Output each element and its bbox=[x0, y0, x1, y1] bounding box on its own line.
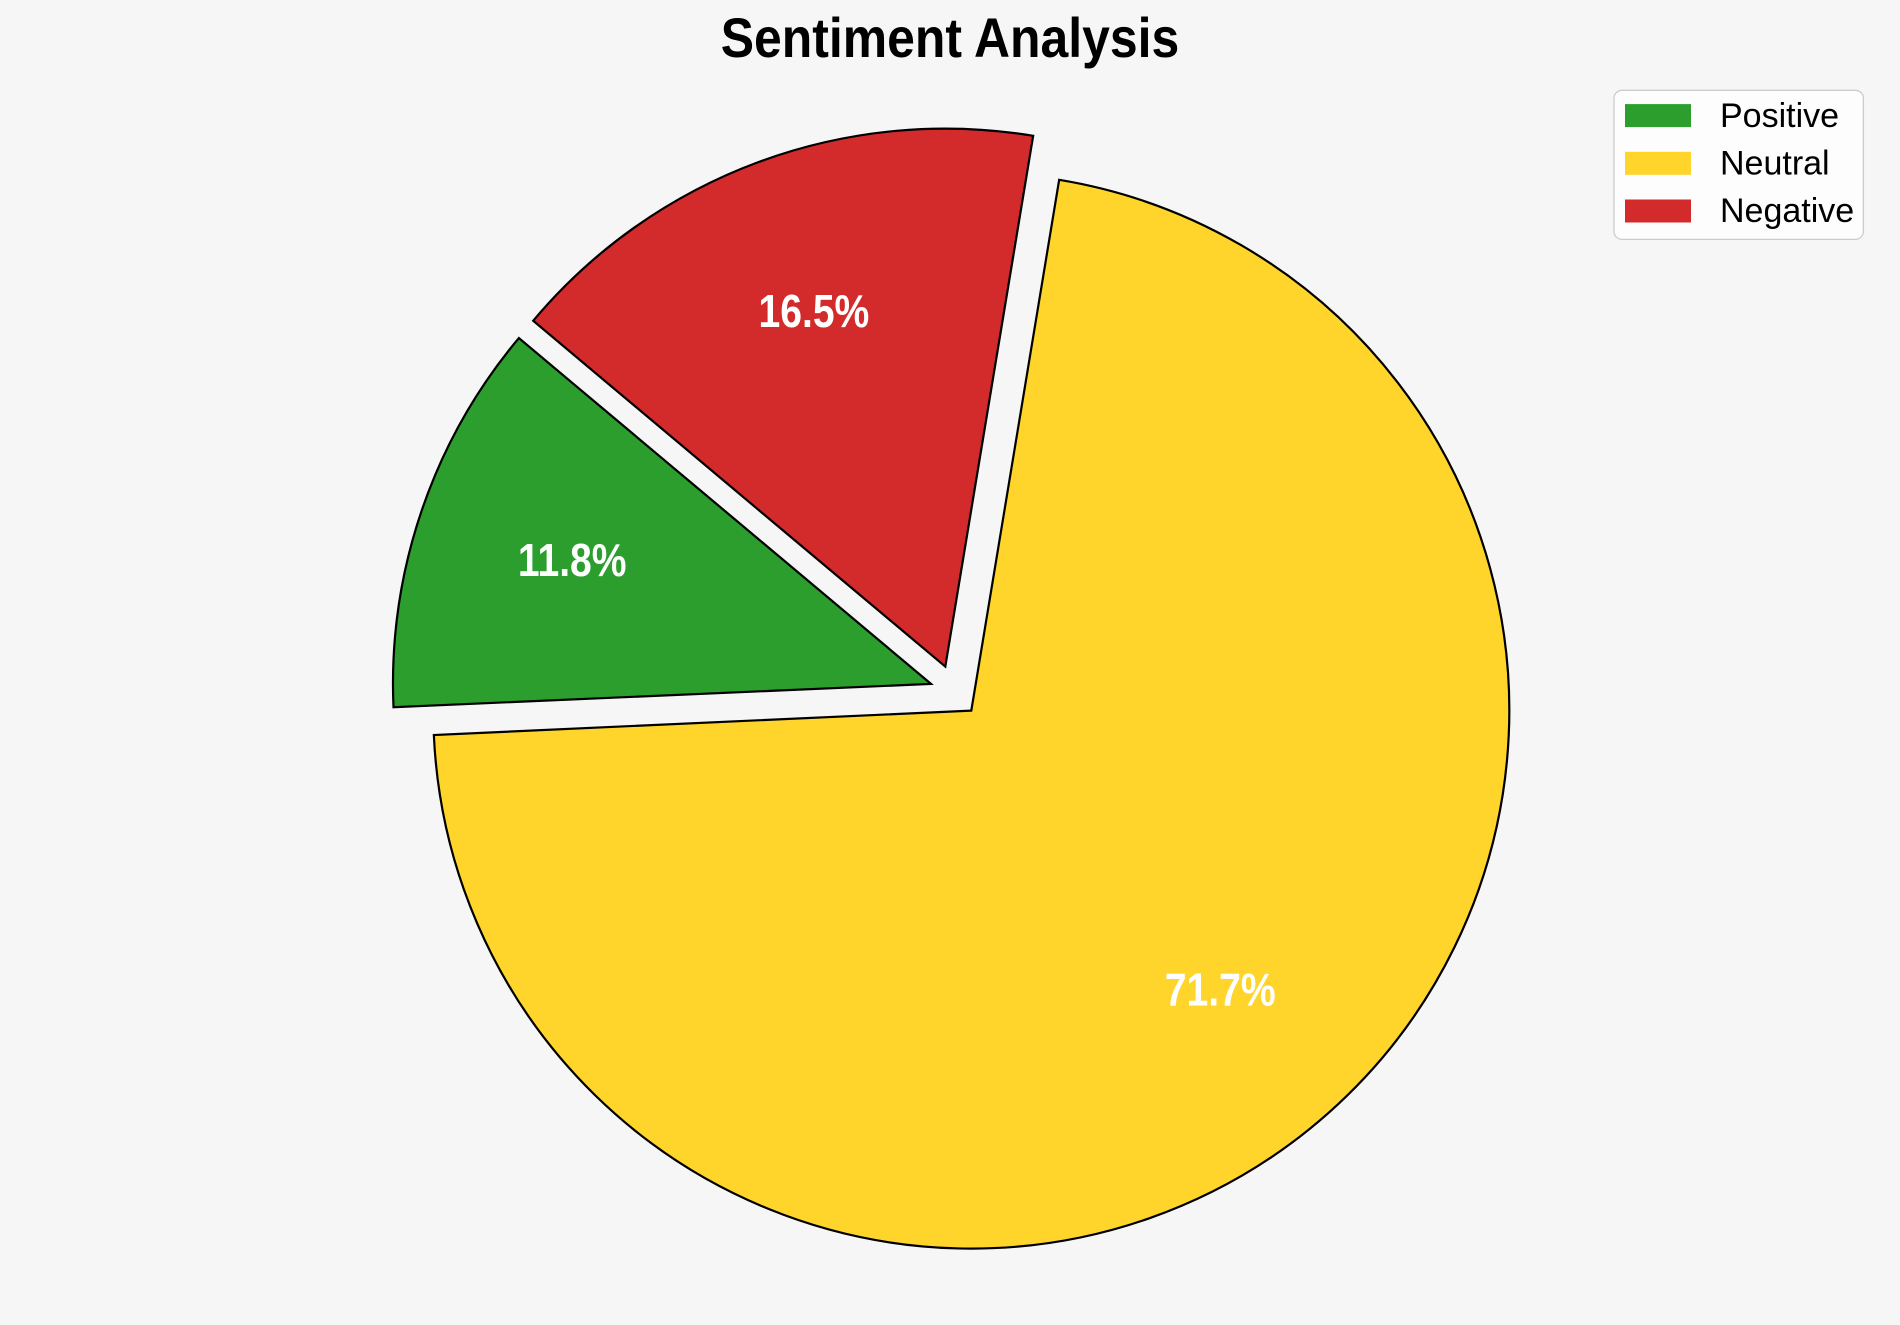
svg-text:Negative: Negative bbox=[1720, 192, 1854, 230]
svg-text:Sentiment Analysis: Sentiment Analysis bbox=[721, 7, 1180, 69]
svg-text:Positive: Positive bbox=[1720, 97, 1839, 135]
svg-text:16.5%: 16.5% bbox=[758, 286, 869, 338]
svg-text:11.8%: 11.8% bbox=[518, 535, 627, 587]
svg-text:71.7%: 71.7% bbox=[1165, 965, 1276, 1017]
svg-text:Neutral: Neutral bbox=[1720, 145, 1830, 183]
